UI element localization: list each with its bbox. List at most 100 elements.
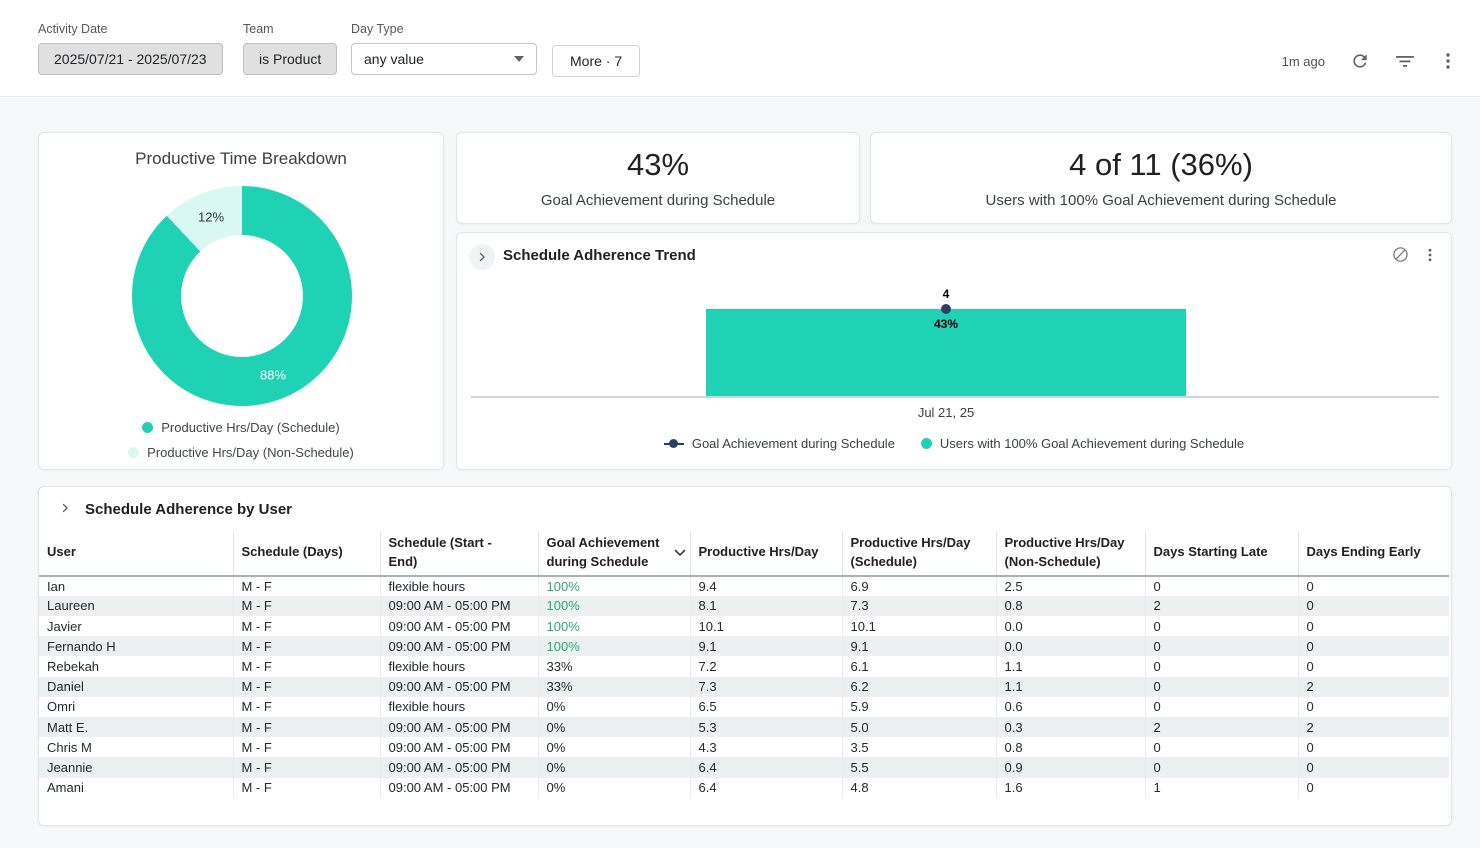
legend-item-goal-achievement[interactable]: Goal Achievement during Schedule (664, 436, 895, 451)
table-cell[interactable]: 0 (1298, 737, 1449, 757)
table-cell[interactable]: M - F (233, 737, 380, 757)
table-cell[interactable]: 5.3 (690, 717, 842, 737)
more-filters-button[interactable]: More · 7 (552, 45, 640, 77)
table-cell[interactable]: 6.1 (842, 656, 996, 676)
table-cell[interactable]: 7.2 (690, 656, 842, 676)
table-cell[interactable]: 2.5 (996, 576, 1145, 596)
table-cell[interactable]: Chris M (39, 737, 233, 757)
table-cell[interactable]: 0% (538, 737, 690, 757)
table-cell[interactable]: M - F (233, 677, 380, 697)
column-header[interactable]: Days Starting Late (1145, 531, 1298, 576)
table-cell[interactable]: 0.9 (996, 757, 1145, 777)
table-cell[interactable]: 7.3 (690, 677, 842, 697)
table-cell[interactable]: 0 (1145, 677, 1298, 697)
table-cell[interactable]: 0 (1145, 656, 1298, 676)
table-cell[interactable]: 2 (1145, 596, 1298, 616)
table-cell[interactable]: 0 (1298, 576, 1449, 596)
table-cell[interactable]: 2 (1298, 717, 1449, 737)
column-header[interactable]: Productive Hrs/Day (690, 531, 842, 576)
table-cell[interactable]: 0% (538, 757, 690, 777)
expand-chevron-icon[interactable] (469, 244, 495, 270)
filter-icon[interactable] (1395, 51, 1415, 71)
column-header[interactable]: User (39, 531, 233, 576)
table-cell[interactable]: 6.5 (690, 697, 842, 717)
table-cell[interactable]: M - F (233, 717, 380, 737)
table-cell[interactable]: 0% (538, 778, 690, 798)
legend-item-schedule[interactable]: Productive Hrs/Day (Schedule) (39, 420, 443, 435)
table-cell[interactable]: Jeannie (39, 757, 233, 777)
table-cell[interactable]: 0% (538, 717, 690, 737)
table-cell[interactable]: 5.5 (842, 757, 996, 777)
table-cell[interactable]: 0.3 (996, 717, 1145, 737)
table-cell[interactable]: Ian (39, 576, 233, 596)
table-cell[interactable]: 09:00 AM - 05:00 PM (380, 737, 538, 757)
table-cell[interactable]: 10.1 (690, 616, 842, 636)
table-cell[interactable]: M - F (233, 757, 380, 777)
table-cell[interactable]: 0 (1298, 656, 1449, 676)
table-cell[interactable]: 6.4 (690, 757, 842, 777)
column-header[interactable]: Productive Hrs/Day (Schedule) (842, 531, 996, 576)
table-cell[interactable]: 1.6 (996, 778, 1145, 798)
table-cell[interactable]: Amani (39, 778, 233, 798)
table-cell[interactable]: flexible hours (380, 697, 538, 717)
expand-chevron-icon[interactable] (59, 502, 71, 514)
table-cell[interactable]: 0 (1298, 616, 1449, 636)
table-cell[interactable]: 100% (538, 636, 690, 656)
table-cell[interactable]: 0 (1298, 596, 1449, 616)
table-cell[interactable]: Fernando H (39, 636, 233, 656)
table-cell[interactable]: 2 (1145, 717, 1298, 737)
table-cell[interactable]: M - F (233, 616, 380, 636)
table-cell[interactable]: 33% (538, 677, 690, 697)
table-cell[interactable]: 33% (538, 656, 690, 676)
table-cell[interactable]: Rebekah (39, 656, 233, 676)
table-cell[interactable]: 0 (1298, 697, 1449, 717)
table-cell[interactable]: 1.1 (996, 677, 1145, 697)
table-cell[interactable]: 2 (1298, 677, 1449, 697)
trend-line-point[interactable] (941, 304, 951, 314)
column-header[interactable]: Goal Achievement during Schedule (538, 531, 690, 576)
table-cell[interactable]: 6.9 (842, 576, 996, 596)
table-cell[interactable]: 09:00 AM - 05:00 PM (380, 616, 538, 636)
table-cell[interactable]: 09:00 AM - 05:00 PM (380, 778, 538, 798)
table-cell[interactable]: 8.1 (690, 596, 842, 616)
column-header[interactable]: Productive Hrs/Day (Non-Schedule) (996, 531, 1145, 576)
day-type-select[interactable]: any value (351, 43, 537, 75)
table-cell[interactable]: 0 (1145, 697, 1298, 717)
table-cell[interactable]: 4.3 (690, 737, 842, 757)
table-cell[interactable]: 09:00 AM - 05:00 PM (380, 677, 538, 697)
table-cell[interactable]: 0 (1298, 636, 1449, 656)
table-cell[interactable]: flexible hours (380, 576, 538, 596)
table-cell[interactable]: 1 (1145, 778, 1298, 798)
activity-date-filter[interactable]: 2025/07/21 - 2025/07/23 (38, 43, 223, 75)
table-cell[interactable]: 0 (1145, 757, 1298, 777)
table-cell[interactable]: 4.8 (842, 778, 996, 798)
table-cell[interactable]: 09:00 AM - 05:00 PM (380, 636, 538, 656)
table-cell[interactable]: 0.8 (996, 596, 1145, 616)
table-cell[interactable]: M - F (233, 596, 380, 616)
table-cell[interactable]: Laureen (39, 596, 233, 616)
table-cell[interactable]: 100% (538, 576, 690, 596)
column-header[interactable]: Schedule (Start - End) (380, 531, 538, 576)
table-cell[interactable]: M - F (233, 778, 380, 798)
table-cell[interactable]: 09:00 AM - 05:00 PM (380, 757, 538, 777)
table-cell[interactable]: 7.3 (842, 596, 996, 616)
table-cell[interactable]: 9.1 (690, 636, 842, 656)
no-drill-icon[interactable] (1392, 246, 1409, 263)
table-cell[interactable]: 0.8 (996, 737, 1145, 757)
table-cell[interactable]: 10.1 (842, 616, 996, 636)
legend-item-users-100pct[interactable]: Users with 100% Goal Achievement during … (921, 436, 1244, 451)
table-cell[interactable]: M - F (233, 636, 380, 656)
table-cell[interactable]: 100% (538, 596, 690, 616)
table-cell[interactable]: 3.5 (842, 737, 996, 757)
table-cell[interactable]: 5.9 (842, 697, 996, 717)
table-cell[interactable]: 0 (1298, 778, 1449, 798)
table-cell[interactable]: M - F (233, 656, 380, 676)
table-cell[interactable]: 09:00 AM - 05:00 PM (380, 717, 538, 737)
table-cell[interactable]: 0 (1145, 636, 1298, 656)
table-cell[interactable]: Daniel (39, 677, 233, 697)
table-cell[interactable]: 0 (1298, 757, 1449, 777)
table-cell[interactable]: 0.6 (996, 697, 1145, 717)
table-cell[interactable]: Javier (39, 616, 233, 636)
table-cell[interactable]: 0.0 (996, 636, 1145, 656)
table-cell[interactable]: 6.2 (842, 677, 996, 697)
